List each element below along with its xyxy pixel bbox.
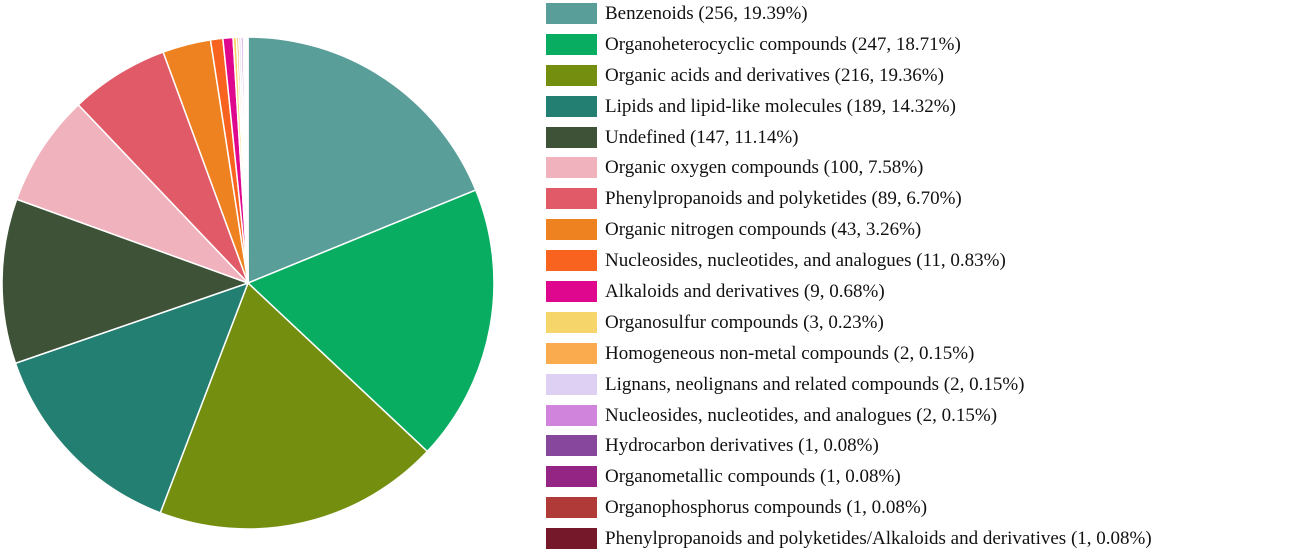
- pie-slice: [15, 104, 249, 284]
- legend-item: Benzenoids (256, 19.39%): [545, 2, 1152, 33]
- legend-item: Lignans, neolignans and related compound…: [545, 372, 1152, 404]
- legend-label: Lipids and lipid-like molecules (189, 14…: [605, 95, 956, 117]
- pie-slice: [159, 282, 429, 530]
- legend-item: Alkaloids and derivatives (9, 0.68%): [545, 280, 1152, 311]
- legend-label: Organophosphorus compounds (1, 0.08%): [605, 497, 928, 519]
- pie-chart: [1, 36, 495, 530]
- legend-swatch: [545, 341, 598, 365]
- legend-swatch: [545, 249, 598, 273]
- pie-slice: [1, 198, 249, 365]
- legend-label: Alkaloids and derivatives (9, 0.68%): [605, 281, 885, 303]
- legend-swatch: [545, 32, 598, 56]
- legend-item: Nucleosides, nucleotides, and analogues …: [545, 249, 1152, 280]
- legend-item: Organosulfur compounds (3, 0.23%): [545, 310, 1152, 342]
- legend-swatch: [545, 434, 598, 458]
- legend-swatch: [545, 187, 598, 211]
- legend-swatch: [545, 94, 598, 118]
- legend-item: Nucleosides, nucleotides, and analogues …: [545, 403, 1152, 435]
- pie-slice: [247, 189, 495, 453]
- legend-swatch: [545, 372, 598, 396]
- legend-label: Phenylpropanoids and polyketides (89, 6.…: [605, 188, 962, 210]
- legend-label: Organic acids and derivatives (216, 19.3…: [605, 64, 944, 86]
- pie-slice: [14, 282, 249, 514]
- legend-item: Organophosphorus compounds (1, 0.08%): [545, 496, 1152, 527]
- pie-slice: [247, 36, 477, 284]
- legend-swatch: [545, 2, 598, 25]
- legend-swatch: [545, 403, 598, 427]
- legend-label: Benzenoids (256, 19.39%): [605, 3, 808, 24]
- legend-swatch: [545, 527, 598, 551]
- legend-item: Organic oxygen compounds (100, 7.58%): [545, 156, 1152, 187]
- legend-label: Undefined (147, 11.14%): [605, 126, 799, 148]
- legend-label: Phenylpropanoids and polyketides/Alkaloi…: [605, 528, 1152, 550]
- legend-label: Organic nitrogen compounds (43, 3.26%): [605, 219, 922, 241]
- legend-swatch: [545, 310, 598, 334]
- legend-item: Undefined (147, 11.14%): [545, 125, 1152, 157]
- legend-label: Organosulfur compounds (3, 0.23%): [605, 311, 884, 333]
- legend-item: Organoheterocyclic compounds (247, 18.71…: [545, 32, 1152, 64]
- legend-label: Nucleosides, nucleotides, and analogues …: [605, 250, 1006, 272]
- legend-swatch: [545, 280, 598, 304]
- legend-swatch: [545, 465, 598, 489]
- legend-label: Homogeneous non-metal compounds (2, 0.15…: [605, 342, 975, 364]
- legend-swatch: [545, 156, 598, 180]
- legend-item: Lipids and lipid-like molecules (189, 14…: [545, 94, 1152, 126]
- legend-swatch: [545, 125, 598, 149]
- legend-item: Organic acids and derivatives (216, 19.3…: [545, 63, 1152, 95]
- legend-swatch: [545, 496, 598, 520]
- legend-label: Organoheterocyclic compounds (247, 18.71…: [605, 33, 961, 55]
- legend-item: Organometallic compounds (1, 0.08%): [545, 465, 1152, 496]
- legend-swatch: [545, 63, 598, 87]
- legend-label: Organic oxygen compounds (100, 7.58%): [605, 157, 924, 179]
- legend-item: Phenylpropanoids and polyketides/Alkaloi…: [545, 527, 1152, 558]
- legend-label: Nucleosides, nucleotides, and analogues …: [605, 404, 998, 426]
- legend-item: Phenylpropanoids and polyketides (89, 6.…: [545, 187, 1152, 218]
- legend-item: Organic nitrogen compounds (43, 3.26%): [545, 218, 1152, 249]
- legend-label: Organometallic compounds (1, 0.08%): [605, 466, 901, 488]
- legend-item: Hydrocarbon derivatives (1, 0.08%): [545, 434, 1152, 465]
- legend-label: Lignans, neolignans and related compound…: [605, 373, 1025, 395]
- legend: Benzenoids (256, 19.39%) Organoheterocycl…: [545, 2, 1152, 558]
- pie-slice: [246, 36, 249, 284]
- legend-swatch: [545, 218, 598, 242]
- legend-item: Homogeneous non-metal compounds (2, 0.15…: [545, 341, 1152, 373]
- legend-label: Hydrocarbon derivatives (1, 0.08%): [605, 435, 879, 457]
